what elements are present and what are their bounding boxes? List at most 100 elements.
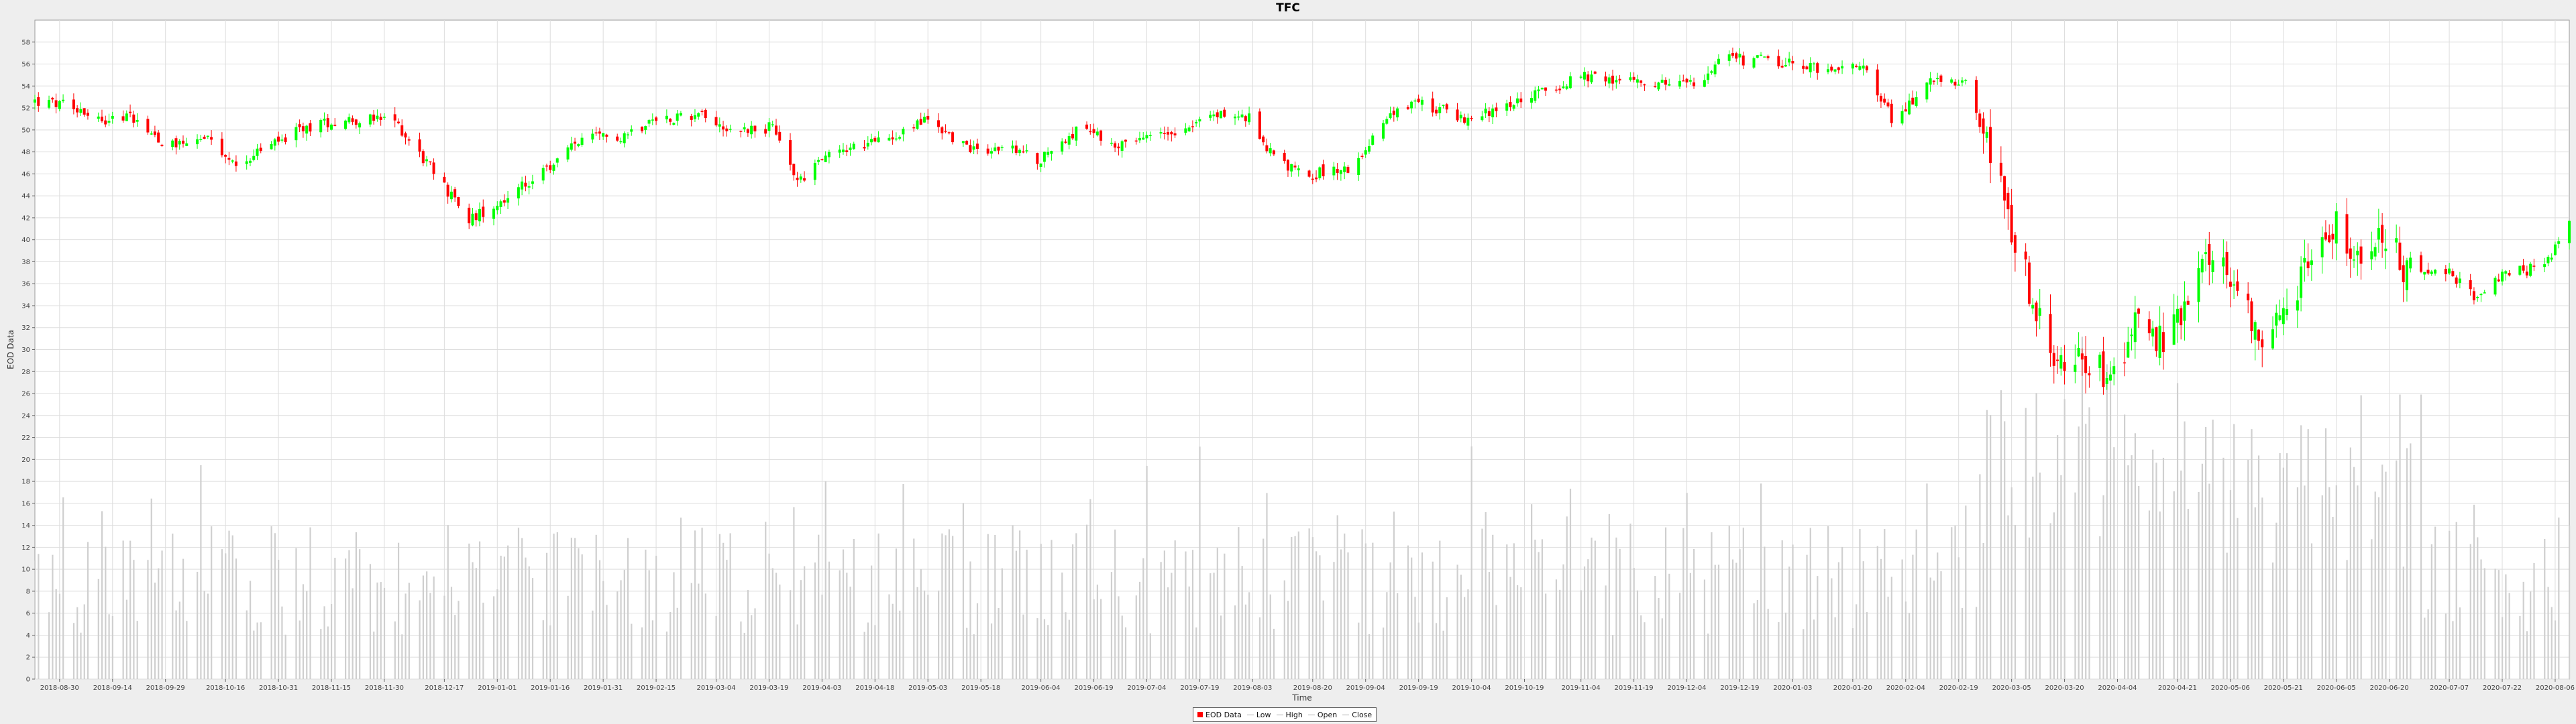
candle-up	[125, 113, 128, 121]
volume-bar	[231, 535, 233, 679]
x-tick-label: 2018-11-30	[365, 684, 404, 692]
candle-up	[552, 164, 555, 171]
candle-down	[1554, 89, 1558, 91]
volume-bar	[839, 570, 841, 679]
candle-up	[270, 143, 273, 149]
candle-down	[100, 116, 103, 121]
volume-bar	[1068, 619, 1070, 679]
volume-bar	[765, 522, 767, 679]
volume-bar	[1731, 559, 1734, 679]
volume-bar	[1813, 619, 1815, 679]
volume-bar	[976, 603, 979, 679]
candle-down	[1876, 69, 1879, 96]
candle-down	[965, 141, 969, 145]
candle-up	[2233, 284, 2236, 286]
volume-bar	[186, 621, 188, 679]
candle-down	[203, 136, 206, 139]
candle-up	[1389, 113, 1392, 119]
candle-up	[672, 123, 676, 125]
candle-down	[132, 114, 136, 123]
candle-down	[545, 165, 548, 167]
y-tick-label: 46	[21, 171, 30, 178]
candle-down	[1643, 84, 1646, 86]
candle-down	[129, 111, 132, 113]
candle-up	[1120, 141, 1124, 151]
x-tick-label: 2020-08-06	[2536, 684, 2575, 692]
x-tick-label: 2020-06-05	[2317, 684, 2356, 692]
volume-bar	[1831, 578, 1833, 679]
candle-up	[2334, 211, 2338, 244]
candle-up	[2568, 221, 2571, 243]
candle-up	[972, 146, 975, 150]
candle-down	[1558, 88, 1562, 90]
volume-bar	[1513, 543, 1515, 679]
candle-down	[1519, 98, 1523, 103]
candle-down	[1487, 111, 1491, 116]
volume-bar	[2477, 537, 2479, 679]
candle-down	[1272, 150, 1275, 155]
x-tick-label: 2019-11-04	[1562, 684, 1601, 692]
candle-up	[376, 115, 379, 119]
candle-up	[382, 117, 386, 118]
y-tick-label: 4	[26, 632, 30, 640]
candle-up	[2320, 237, 2324, 257]
volume-bar	[987, 534, 989, 679]
volume-bar	[1294, 536, 1296, 679]
volume-bar	[779, 584, 781, 679]
volume-bar	[2275, 522, 2277, 679]
volume-bar	[2049, 523, 2051, 679]
volume-bar	[228, 530, 230, 679]
candle-up	[2423, 272, 2426, 275]
x-tick-label: 2019-08-20	[1293, 684, 1332, 692]
x-tick-label: 2018-12-17	[425, 684, 464, 692]
candle-down	[1865, 66, 1868, 70]
volume-bar	[1605, 585, 1607, 679]
volume-bar	[211, 526, 213, 679]
candle-down	[524, 182, 527, 187]
candle-down	[1766, 56, 1770, 58]
candle-down	[1124, 139, 1127, 142]
volume-bar	[556, 532, 558, 679]
candle-down	[1999, 162, 2002, 176]
volume-bar	[1089, 499, 1091, 679]
volume-bar	[2459, 607, 2461, 679]
candle-up	[1615, 80, 1618, 82]
candle-down	[947, 132, 951, 133]
candle-up	[1717, 58, 1720, 64]
candle-up	[1657, 82, 1660, 90]
volume-bar	[2201, 463, 2203, 679]
candle-down	[1470, 117, 1473, 119]
candle-up	[1050, 151, 1053, 154]
volume-bar	[1012, 525, 1014, 679]
candle-up	[1466, 117, 1470, 126]
volume-bar	[2346, 560, 2348, 679]
volume-bar	[2229, 490, 2232, 679]
candle-down	[354, 119, 358, 125]
volume-bar	[83, 604, 85, 679]
volume-bar	[701, 528, 703, 679]
x-tick-label: 2019-01-16	[531, 684, 570, 692]
volume-bar	[775, 572, 777, 679]
x-tick-label: 2020-02-04	[1886, 684, 1925, 692]
volume-bar	[1658, 598, 1660, 679]
y-tick-label: 38	[21, 259, 30, 266]
y-tick-label: 8	[26, 588, 30, 595]
candle-down	[432, 162, 435, 174]
volume-bar	[1287, 601, 1289, 679]
volume-bar	[1086, 524, 1088, 679]
volume-bar	[454, 615, 456, 679]
volume-bar	[1138, 581, 1141, 679]
x-tick-label: 2019-09-19	[1399, 684, 1438, 692]
candle-down	[1191, 126, 1194, 127]
candle-down	[986, 148, 989, 154]
volume-bar	[948, 529, 951, 679]
candle-down	[941, 127, 944, 133]
candle-up	[2405, 260, 2408, 290]
candle-up	[2430, 272, 2433, 274]
volume-bar	[2452, 621, 2454, 679]
candle-down	[655, 117, 658, 121]
volume-bar	[2399, 394, 2401, 679]
candle-down	[37, 97, 40, 106]
candle-up	[256, 148, 259, 156]
